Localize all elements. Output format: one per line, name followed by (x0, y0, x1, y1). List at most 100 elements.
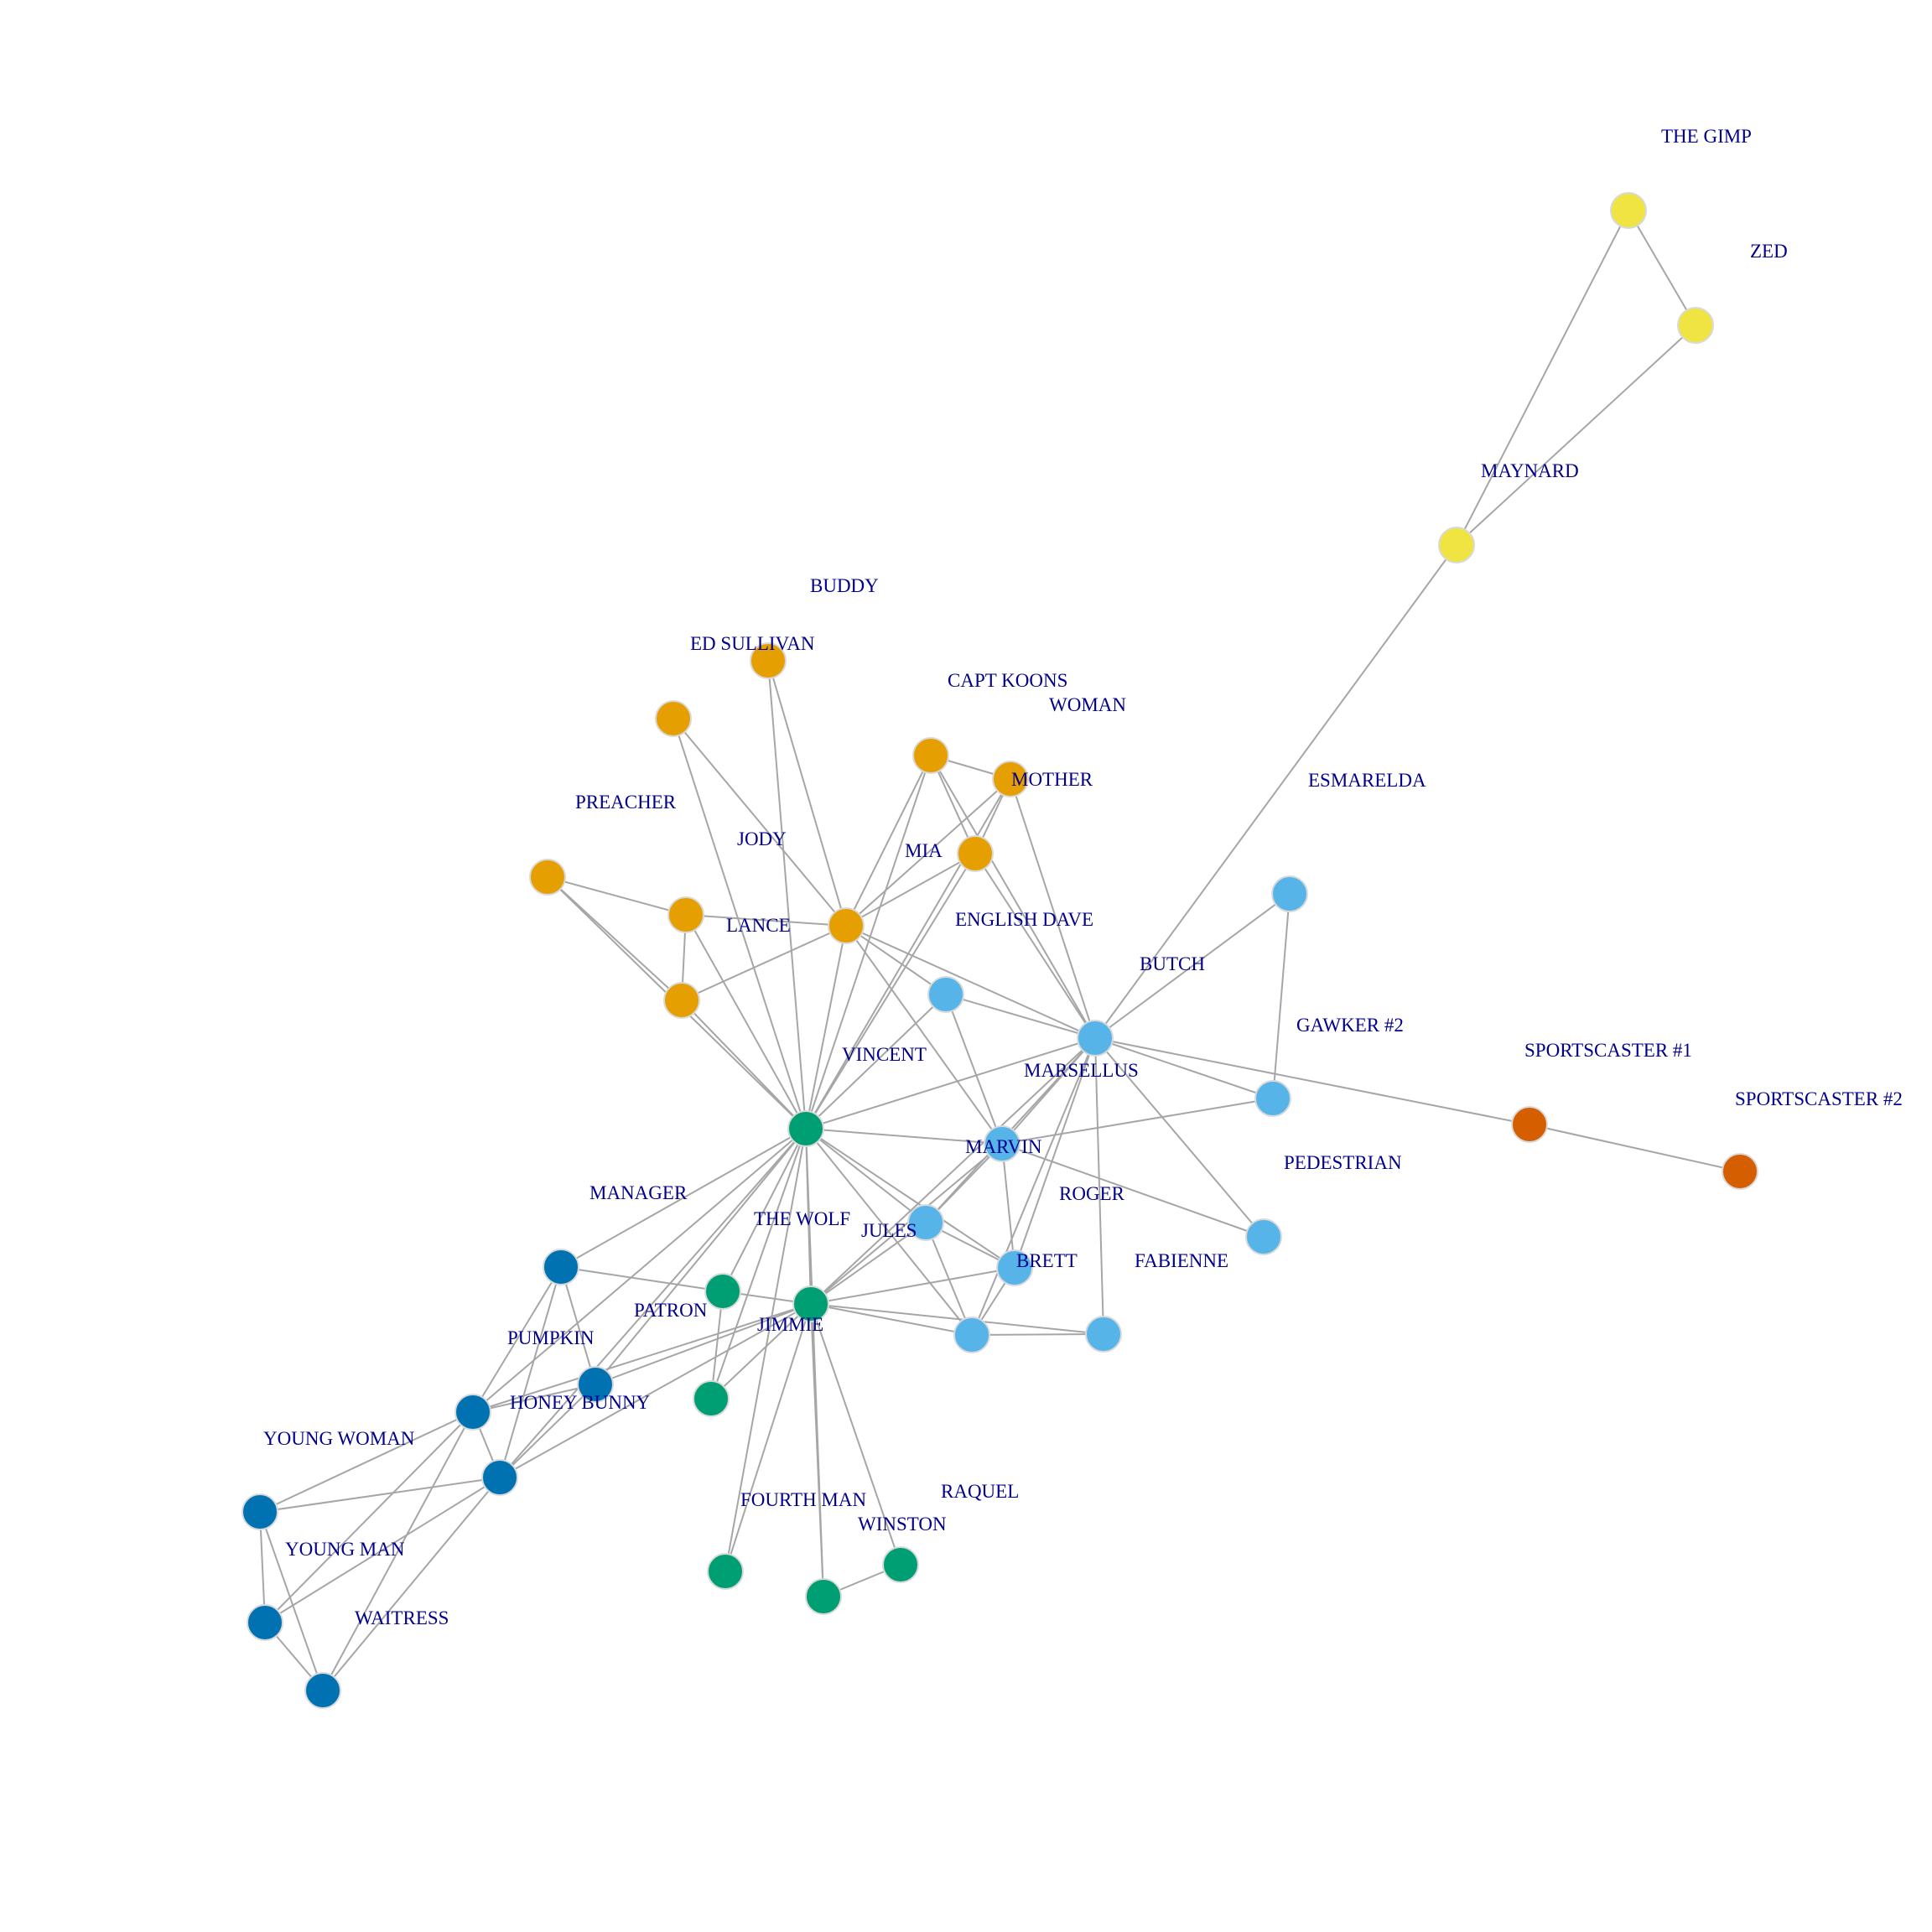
node-n29-green (707, 1553, 744, 1590)
label-the-wolf: THE WOLF (754, 1208, 850, 1229)
node-n15-sky (984, 1125, 1021, 1162)
edge-n25-n32 (560, 1128, 807, 1268)
edge-n15-n18 (1001, 1143, 1265, 1238)
node-n17-sky (1271, 875, 1308, 912)
label-brett: BRETT (1016, 1250, 1078, 1271)
label-jules: JULES (861, 1220, 917, 1241)
node-n30-green (882, 1546, 919, 1583)
edge-n14-n26 (810, 1037, 1096, 1305)
edge-n7-n10 (845, 778, 1011, 927)
node-n12-orange (663, 982, 700, 1019)
edge-n26-n29 (724, 1303, 812, 1572)
edge-n13-n15 (945, 994, 1003, 1145)
label-vincent: VINCENT (842, 1044, 927, 1065)
edge-n10-n14 (845, 925, 1096, 1039)
node-n22-sky (1085, 1316, 1122, 1353)
edge-n14-n16 (1094, 1037, 1274, 1099)
label-waitress: WAITRESS (355, 1607, 449, 1628)
edge-n10-n13 (845, 925, 947, 995)
edge-n35-n36 (259, 1477, 501, 1513)
node-n13-sky (927, 976, 964, 1013)
edge-n4-n25 (767, 660, 807, 1130)
label-maynard: MAYNARD (1481, 460, 1579, 481)
node-n31-green (805, 1578, 842, 1615)
label-pumpkin: PUMPKIN (507, 1327, 595, 1348)
edge-n22-n26 (810, 1303, 1104, 1335)
node-n10-orange (828, 907, 865, 944)
edge-n10-n15 (845, 925, 1003, 1145)
edge-n12-n10 (681, 925, 847, 1001)
node-n24-vermillion (1722, 1153, 1758, 1190)
edge-n34-n37 (264, 1411, 474, 1623)
edge-n25-n19 (805, 1128, 927, 1223)
node-n19-sky (907, 1204, 944, 1241)
label-zed: ZED (1750, 241, 1788, 262)
label-sportscaster-1: SPORTSCASTER #1 (1524, 1040, 1692, 1061)
label-mia: MIA (905, 840, 943, 861)
node-n27-green (704, 1273, 741, 1310)
edge-n25-n28 (710, 1128, 807, 1400)
label-patron: PATRON (634, 1300, 708, 1321)
edge-n25-n21 (805, 1128, 973, 1336)
node-n25-green (787, 1110, 824, 1147)
label-english-dave: ENGLISH DAVE (955, 909, 1093, 930)
node-n21-sky (953, 1317, 990, 1353)
edge-n8-n10 (845, 853, 976, 927)
label-jimmie: JIMMIE (757, 1314, 823, 1335)
labels-layer: THE GIMP ZED MAYNARD BUDDY ED SULLIVAN C… (263, 126, 1903, 1628)
node-n8-orange (957, 835, 994, 872)
node-n14-sky (1077, 1020, 1114, 1057)
edge-n25-n20 (805, 1128, 1015, 1269)
label-buddy: BUDDY (810, 575, 879, 596)
label-sportscaster-2: SPORTSCASTER #2 (1735, 1088, 1903, 1109)
edge-n21-n26 (810, 1303, 973, 1336)
edge-n15-n16 (1001, 1098, 1274, 1145)
node-n18-sky (1245, 1218, 1282, 1255)
edge-n11-n10 (685, 914, 847, 927)
label-capt-koons: CAPT KOONS (948, 670, 1067, 691)
nodes-layer (242, 192, 1758, 1709)
edge-n33-n34 (472, 1384, 596, 1413)
label-young-man: YOUNG MAN (285, 1539, 405, 1560)
edge-n25-n35 (499, 1128, 807, 1478)
edge-n15-n25 (805, 1128, 1003, 1145)
label-marsellus: MARSELLUS (1024, 1060, 1139, 1081)
edge-n2-n3 (1456, 325, 1696, 546)
edge-n10-n25 (805, 925, 847, 1130)
edge-n14-n17 (1094, 893, 1291, 1039)
node-n32-blue (543, 1249, 579, 1285)
edge-n33-n35 (499, 1384, 596, 1478)
edge-n26-n31 (810, 1303, 824, 1597)
edge-n8-n14 (974, 853, 1096, 1039)
edge-n16-n17 (1272, 893, 1291, 1099)
node-n34-blue (454, 1394, 491, 1431)
edge-n34-n36 (259, 1411, 474, 1513)
label-preacher: PREACHER (575, 792, 677, 813)
edge-n25-n27 (722, 1128, 807, 1292)
edge-n14-n20 (1014, 1037, 1096, 1269)
label-marvin: MARVIN (965, 1136, 1042, 1157)
edge-n1-n2 (1628, 210, 1696, 326)
edge-n36-n38 (259, 1511, 324, 1691)
node-n35-blue (481, 1459, 518, 1496)
edge-n6-n10 (845, 755, 932, 927)
node-n38-blue (304, 1672, 341, 1709)
edge-n5-n25 (673, 718, 807, 1130)
label-honey-bunny: HONEY BUNNY (510, 1392, 651, 1413)
edge-n7-n14 (1010, 778, 1096, 1039)
node-n2-yellow (1677, 307, 1714, 344)
node-n26-green (792, 1285, 829, 1322)
edge-n27-n32 (560, 1266, 724, 1292)
edge-n6-n25 (805, 755, 932, 1130)
edge-n13-n14 (945, 994, 1096, 1039)
label-jody: JODY (737, 828, 787, 849)
edge-n12-n25 (681, 1000, 807, 1130)
edge-n32-n34 (472, 1266, 562, 1413)
edge-n26-n35 (499, 1303, 812, 1478)
edge-n34-n38 (322, 1411, 474, 1691)
edge-n15-n26 (810, 1143, 1003, 1305)
label-mother: MOTHER (1011, 769, 1093, 790)
edge-n36-n37 (259, 1511, 266, 1623)
edge-n9-n12 (547, 876, 683, 1001)
